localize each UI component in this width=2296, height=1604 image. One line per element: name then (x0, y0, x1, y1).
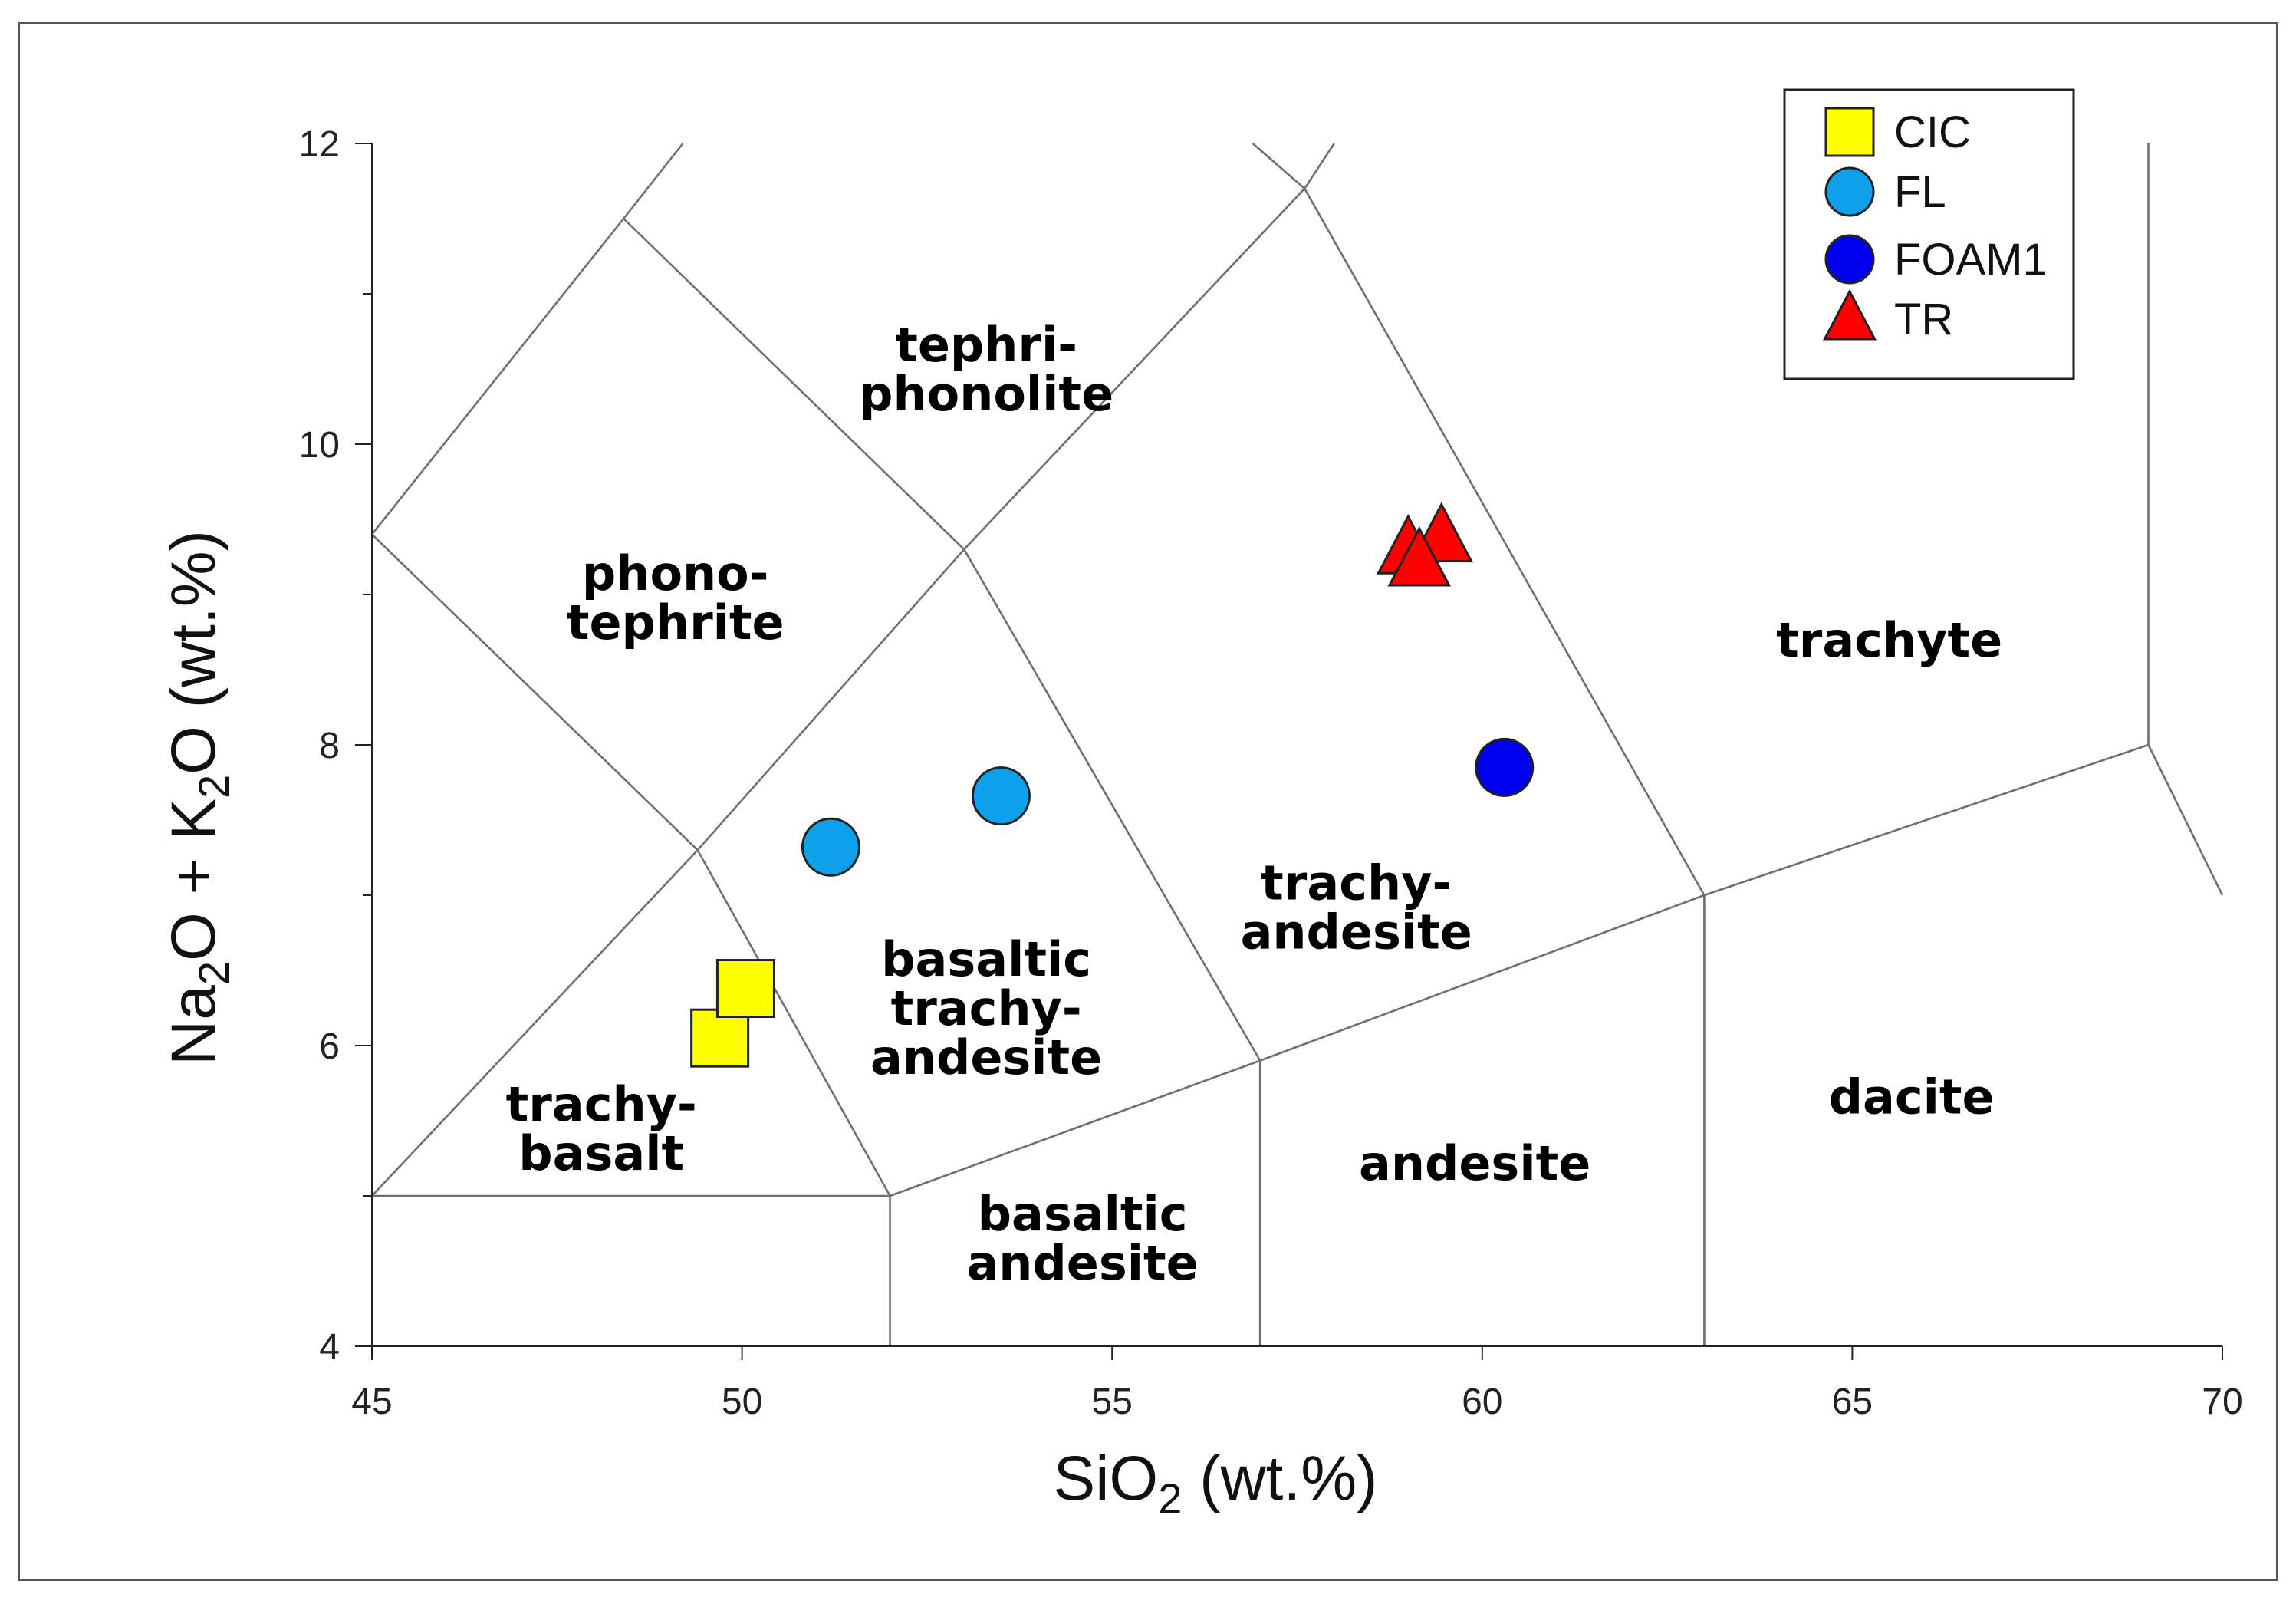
x-tick-label: 55 (1092, 1382, 1133, 1422)
field-boundary-line (963, 187, 1306, 551)
field-label-line: andesite (1359, 1135, 1590, 1191)
cic-data-point (690, 1008, 750, 1068)
field-label-line: basaltic (881, 931, 1091, 987)
field-label-line: dacite (1829, 1069, 1995, 1125)
legend: CIC FL FOAM1 TR (1783, 88, 2075, 380)
fl-data-point (801, 817, 860, 877)
foam1-data-point (1475, 737, 1535, 797)
y-tick-label: 4 (319, 1327, 340, 1368)
y-ticks: 4 6 8 10 12 (299, 124, 372, 1368)
x-title-rest: (wt.%) (1182, 1444, 1377, 1513)
y-title-s1: 2 (189, 961, 238, 985)
field-label-line: phonolite (859, 366, 1113, 422)
tr-data-point (1387, 525, 1452, 587)
field-label-line: basaltic (978, 1186, 1188, 1242)
y-tick-label: 8 (319, 726, 340, 766)
legend-marker-fl (1824, 166, 1875, 217)
x-tick-label: 60 (1462, 1382, 1502, 1422)
y-title-s2: 2 (189, 775, 238, 799)
field-label: tephri-phonolite (859, 317, 1113, 422)
field-boundary-line (1252, 143, 1306, 189)
field-boundary-line (890, 1059, 1261, 1197)
field-label-line: phono- (582, 545, 769, 601)
field-label: basaltic trachy-andesite (870, 931, 1102, 1085)
legend-marker-tr (1822, 288, 1877, 341)
y-axis-title: Na2O + K2O (wt.%) (159, 530, 238, 1065)
field-label-line: trachyte (1776, 612, 2002, 668)
x-tick-label: 50 (722, 1382, 762, 1422)
field-label-line: trachy- (506, 1076, 697, 1132)
field-label: trachy-andesite (1241, 855, 1472, 960)
field-label-line: trachy- (891, 980, 1082, 1036)
y-title-p2: O + K (159, 799, 229, 961)
field-boundary-line (963, 548, 1261, 1062)
cic-data-point (715, 959, 775, 1019)
field-label-line: basalt (518, 1125, 684, 1181)
field-label: basaltic andesite (966, 1186, 1198, 1291)
field-boundary-line (370, 218, 625, 535)
field-boundary-line (1304, 143, 1335, 189)
field-label: trachy-basalt (506, 1076, 697, 1181)
y-tick-label: 10 (299, 425, 340, 466)
x-tick-label: 70 (2202, 1382, 2242, 1422)
field-boundary-line (623, 218, 965, 551)
field-label-line: andesite (966, 1235, 1198, 1291)
legend-label-tr: TR (1894, 295, 1953, 344)
legend-label-cic: CIC (1894, 107, 1971, 157)
classification-fields (370, 143, 2224, 1346)
axes: 45 50 55 60 65 70 4 6 8 10 12 (299, 124, 2243, 1422)
figure-frame (18, 22, 2278, 1581)
y-tick-label: 12 (299, 124, 340, 165)
legend-label-foam1: FOAM1 (1894, 235, 2048, 285)
legend-marker-foam1 (1824, 234, 1875, 285)
data-points (690, 502, 1535, 1068)
field-label-line: andesite (1241, 904, 1472, 960)
y-tick-label: 6 (319, 1026, 340, 1067)
x-axis-title: SiO2 (wt.%) (1054, 1444, 1378, 1523)
fl-data-point (971, 766, 1031, 826)
field-label: trachyte (1776, 612, 2002, 668)
field-boundary-line (1259, 894, 1705, 1062)
field-labels: tephri-phonolite phono-tephrite trachy-and… (506, 317, 2003, 1291)
field-label: andesite (1359, 1135, 1590, 1191)
field-boundary-line (371, 533, 699, 851)
field-label-line: tephrite (567, 595, 785, 650)
x-title-base: SiO (1054, 1444, 1159, 1513)
field-boundary-line (623, 143, 684, 219)
field-label-line: andesite (870, 1029, 1102, 1085)
x-tick-label: 45 (351, 1382, 392, 1422)
x-tick-label: 65 (1832, 1382, 1873, 1422)
x-title-sub: 2 (1158, 1474, 1182, 1523)
x-ticks: 45 50 55 60 65 70 (351, 1346, 2243, 1422)
field-boundary-line (1703, 743, 2149, 897)
field-boundary-line (371, 849, 699, 1197)
y-title-p3: O (wt.%) (159, 530, 229, 775)
field-label: dacite (1829, 1069, 1995, 1125)
legend-entries: CIC FL FOAM1 TR (1822, 107, 2048, 344)
field-boundary-line (696, 849, 891, 1197)
field-label-line: trachy- (1261, 855, 1452, 911)
field-boundary-line (696, 548, 965, 851)
field-boundary-line (2147, 744, 2224, 896)
field-label-line: tephri- (895, 317, 1077, 373)
legend-marker-cic (1824, 107, 1875, 157)
y-title-p1: Na (159, 985, 229, 1065)
field-label: phono-tephrite (567, 545, 785, 650)
field-boundary-line (1304, 188, 1706, 896)
legend-label-fl: FL (1894, 167, 1946, 217)
